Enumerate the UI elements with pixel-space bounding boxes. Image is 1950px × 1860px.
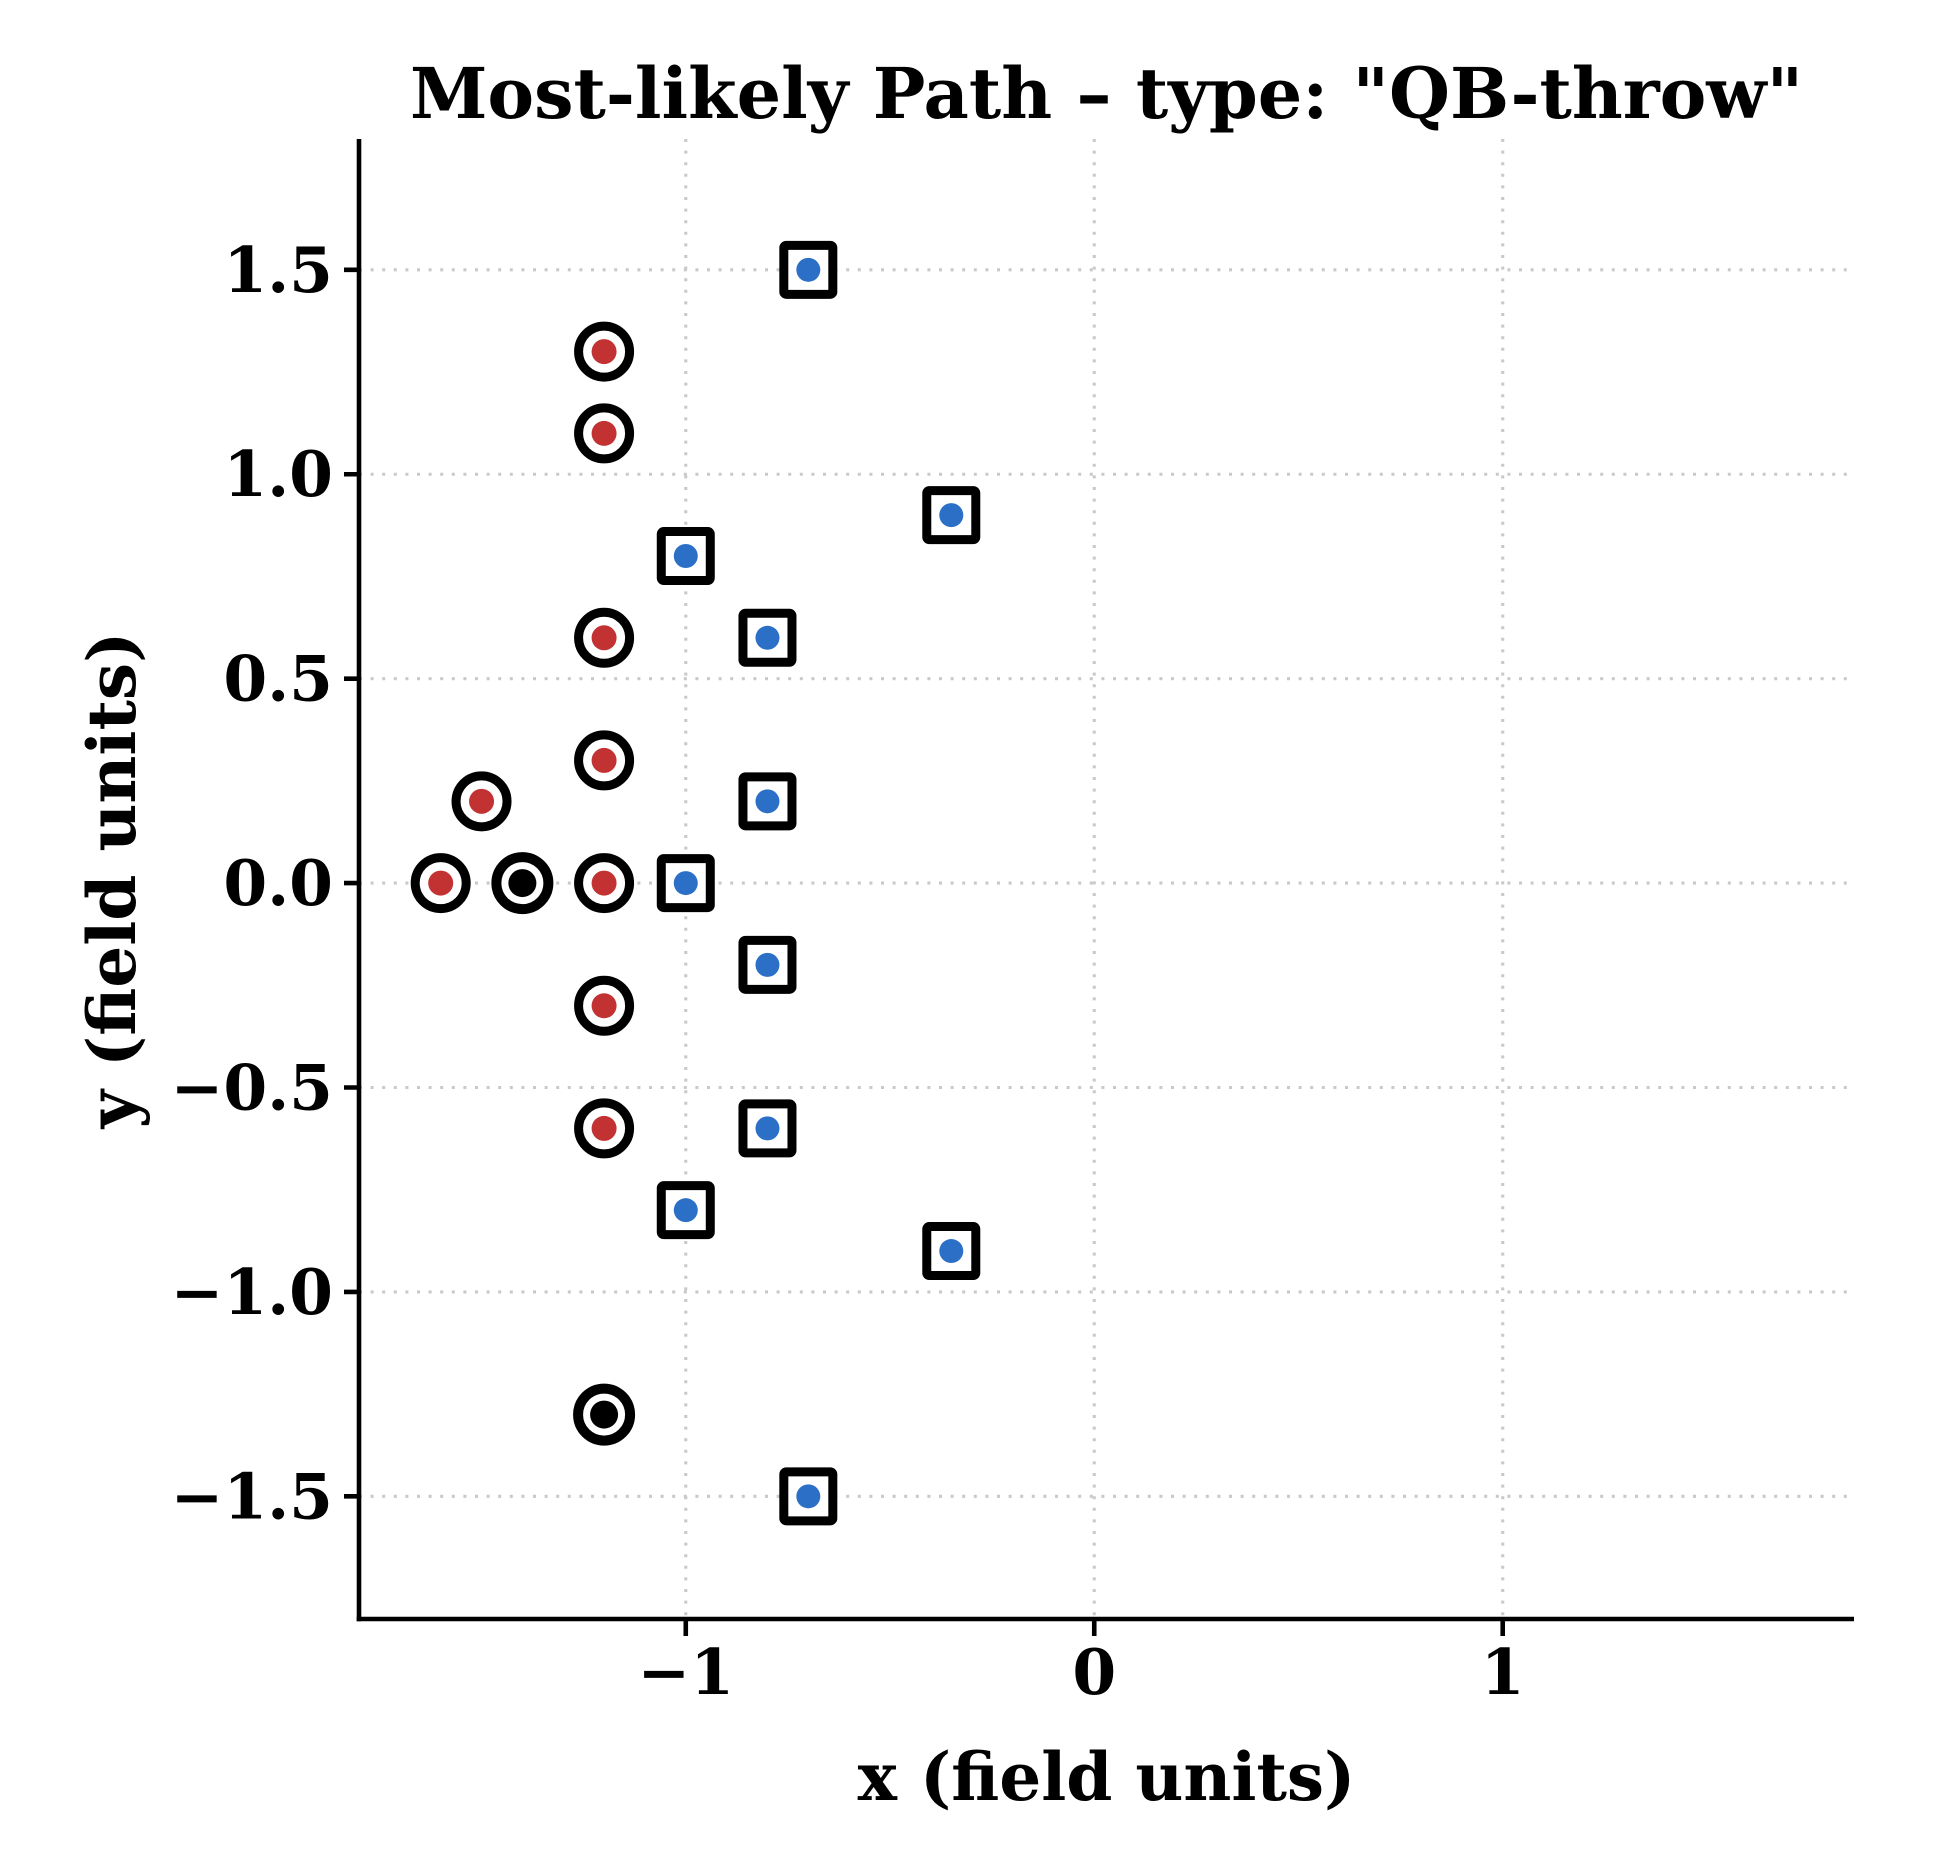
chart-title: Most-likely Path – type: "QB-throw"	[409, 52, 1804, 135]
y-tick-label: 1.0	[223, 437, 333, 511]
marker-dot	[591, 625, 617, 651]
y-tick-label: 0.5	[223, 642, 333, 716]
marker-dot	[673, 1198, 698, 1223]
marker-dot	[755, 789, 780, 814]
y-axis-label: y (field units)	[73, 631, 151, 1129]
marker-dot	[755, 952, 780, 977]
marker-dot	[755, 625, 780, 650]
marker-dot	[939, 1239, 964, 1264]
y-tick-label: −1.5	[171, 1459, 333, 1533]
marker-dot	[508, 869, 537, 898]
marker-dot	[796, 257, 821, 282]
x-tick-label: −1	[637, 1635, 734, 1709]
marker-dot	[796, 1484, 821, 1509]
y-tick-label: −0.5	[171, 1051, 333, 1125]
marker-dot	[591, 420, 617, 446]
y-tick-label: 1.5	[223, 233, 333, 307]
marker-dot	[590, 1400, 619, 1429]
marker-dot	[469, 788, 495, 814]
y-tick-label: 0.0	[223, 846, 333, 920]
marker-dot	[428, 870, 454, 896]
marker-dot	[939, 503, 964, 528]
x-tick-label: 0	[1072, 1635, 1116, 1709]
marker-dot	[591, 339, 617, 365]
marker-dot	[673, 871, 698, 896]
marker-dot	[591, 993, 617, 1019]
marker-dot	[591, 1115, 617, 1141]
x-axis-label: x (field units)	[857, 1738, 1356, 1816]
x-tick-label: 1	[1481, 1635, 1525, 1709]
marker-dot	[591, 870, 617, 896]
marker-dot	[673, 544, 698, 569]
marker-dot	[591, 747, 617, 773]
marker-dot	[755, 1116, 780, 1141]
y-tick-label: −1.0	[171, 1255, 333, 1329]
